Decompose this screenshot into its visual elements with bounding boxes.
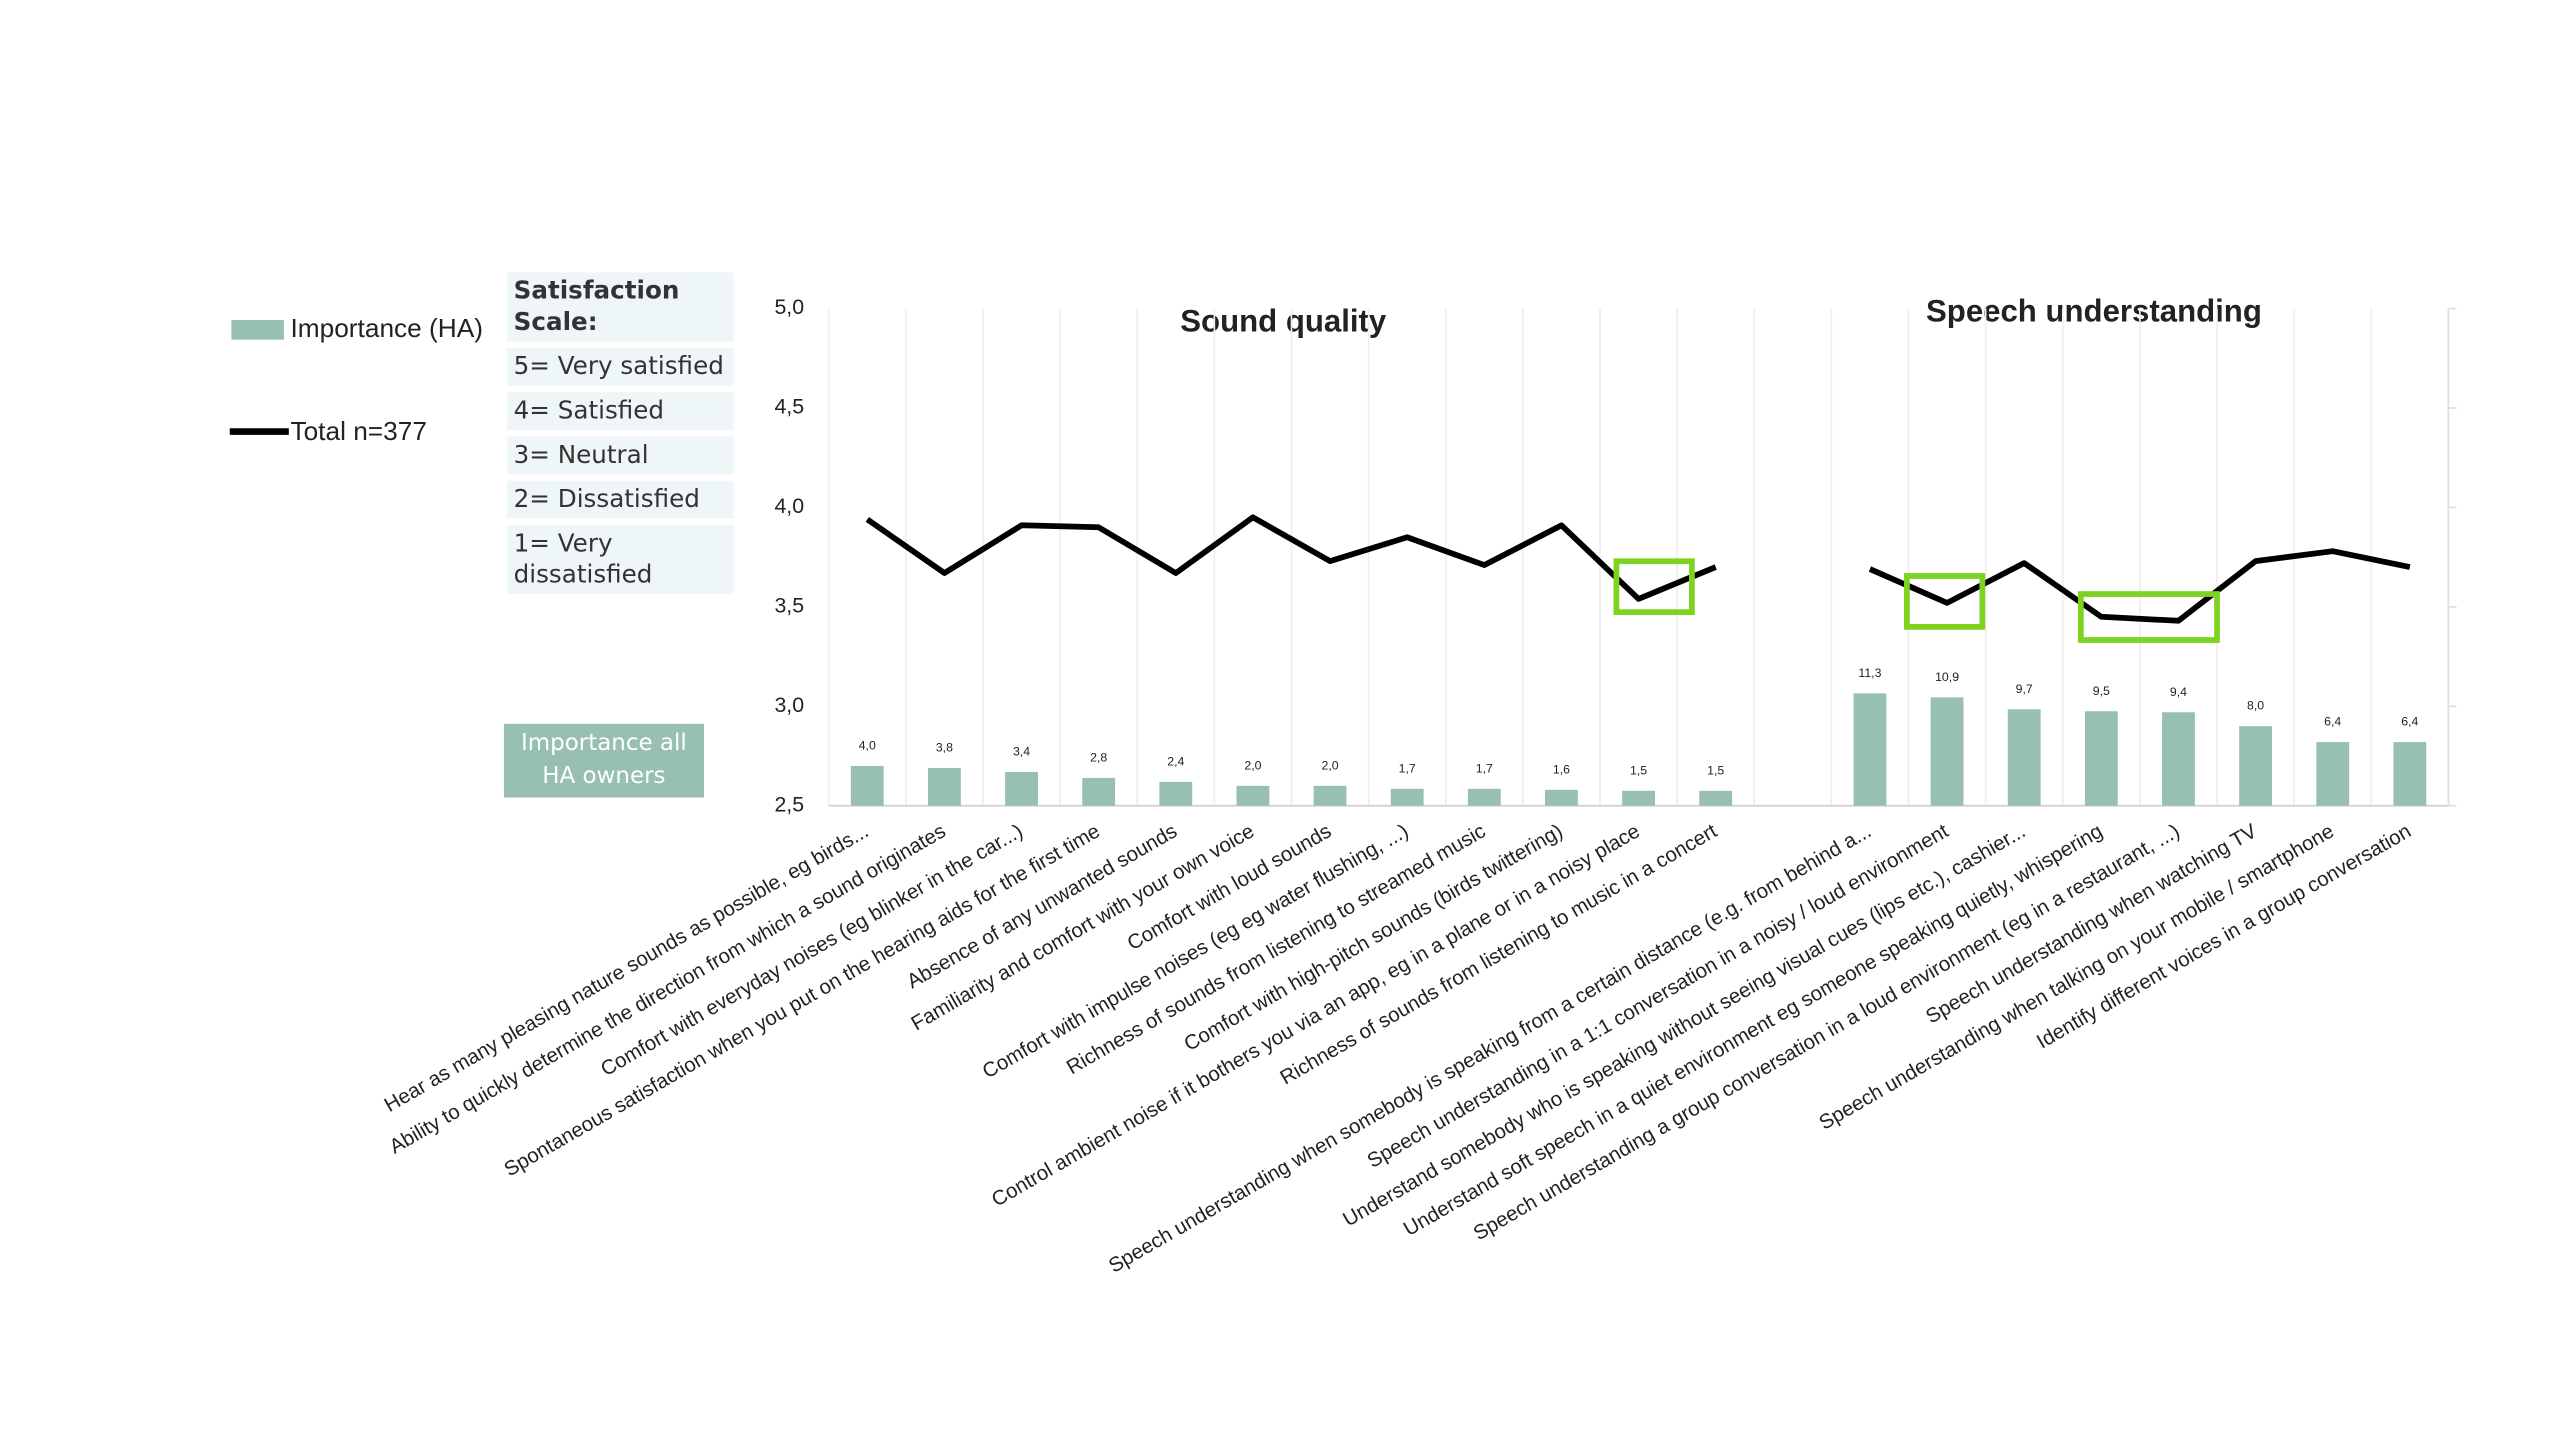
data-label: 9,5 [2093,684,2110,698]
bar [2162,712,2195,806]
data-label: 10,9 [1935,670,1959,684]
y-tick-label: 3,0 [774,693,804,717]
bar [1082,777,1116,806]
data-label: 2,0 [1244,758,1261,772]
scale-item: 2= Dissatisfied [507,480,734,519]
bar [2084,711,2118,806]
line [865,514,1717,602]
scale-title: Satisfaction Scale: [507,272,734,342]
data-label: 3,4 [1013,744,1030,758]
data-label: 8,0 [2247,699,2264,713]
line [1868,548,2411,624]
bar [850,765,884,806]
data-label: 9,7 [2016,682,2033,696]
highlight-box [2077,591,2220,643]
y-tick-label: 2,5 [774,792,804,816]
bar [1622,790,1655,806]
bar [1853,693,1887,806]
legend-swatch-bar [231,320,284,340]
scale-item: 4= Satisfied [507,392,734,430]
bar [1159,781,1193,806]
bar [1390,788,1424,806]
y-tick-label: 3,5 [774,593,804,617]
legend-label: Importance (HA) [290,313,483,343]
bar [928,767,961,806]
data-label: 4,0 [859,739,876,753]
data-label: 11,3 [1858,666,1881,680]
data-label: 1,7 [1399,761,1416,775]
bar [1236,785,1270,806]
data-label: 9,4 [2170,685,2187,699]
highlight-box [1613,558,1695,615]
data-label: 1,7 [1476,761,1493,775]
scale-item: 5= Very satisfied [507,347,734,386]
bar [1313,785,1347,806]
scale-box: Satisfaction Scale: 5= Very satisfied 4= … [507,272,734,595]
bar [1467,788,1501,806]
bar [2316,742,2350,806]
data-label: 1,5 [1707,763,1724,777]
scale-panel: Satisfaction Scale: 5= Very satisfied 4= … [507,272,734,595]
bar [1545,789,1578,806]
data-label: 2,8 [1090,750,1107,764]
bar [1005,771,1038,806]
data-label: 2,0 [1321,758,1338,772]
data-label: 6,4 [2324,715,2341,729]
bar [1930,697,1964,806]
note: Importance all HA owners [503,723,704,798]
bar [2393,742,2427,806]
data-label: 2,4 [1167,754,1184,768]
section-title: Sound quality [1180,304,1387,339]
note-panel: Importance all HA owners [503,723,704,798]
scale-item: 3= Neutral [507,436,734,475]
scale-item: 1= Very dissatisfied [507,525,734,595]
y-tick-label: 5,0 [774,295,804,319]
x-tick-label: Understand somebody who is speaking with… [1339,819,2029,1231]
x-tick-label: Ability to quickly determine the directi… [386,819,950,1158]
section-title: Speech understanding [1926,294,2262,329]
legend-label: Total n=377 [290,416,426,446]
highlight-box [1904,573,1986,630]
data-label: 1,6 [1553,762,1570,776]
bar [1699,790,1733,806]
data-label: 1,5 [1630,763,1647,777]
y-tick-label: 4,0 [774,494,804,518]
y-tick-label: 4,5 [774,395,804,419]
bar [2007,709,2041,806]
bar [2239,726,2272,806]
data-label: 3,8 [936,741,953,755]
data-label: 6,4 [2401,715,2418,729]
